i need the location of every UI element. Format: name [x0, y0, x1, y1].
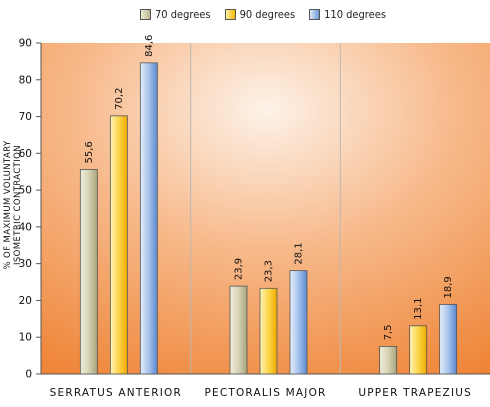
- y-tick-label: 0: [25, 369, 32, 381]
- y-tick-label: 80: [19, 74, 32, 86]
- data-label: 13,1: [413, 298, 424, 320]
- bar: [229, 285, 248, 375]
- y-tick-label: 20: [19, 295, 32, 307]
- legend-item-90: 90 degrees: [224, 8, 296, 21]
- y-tick-label: 10: [19, 332, 32, 344]
- bar: [139, 62, 158, 375]
- x-tick-label: UPPER TRAPEZIUS: [358, 387, 472, 399]
- y-tick-label: 40: [19, 221, 32, 233]
- data-label: 7,5: [383, 325, 394, 341]
- bar: [259, 287, 278, 375]
- y-tick-label: 50: [19, 185, 32, 197]
- x-tick-label: SERRATUS ANTERIOR: [50, 387, 182, 399]
- legend-swatch-70: [140, 9, 151, 20]
- data-label: 18,9: [443, 276, 454, 298]
- bar: [379, 346, 398, 375]
- legend-label-110: 110 degrees: [324, 8, 386, 21]
- data-label: 55,6: [84, 141, 95, 163]
- bar: [109, 115, 128, 375]
- legend-item-110: 110 degrees: [309, 8, 386, 21]
- data-label: 23,9: [234, 258, 245, 280]
- legend-label-70: 70 degrees: [155, 8, 211, 21]
- bar: [409, 325, 428, 375]
- legend-swatch-110: [309, 9, 321, 20]
- y-tick-label: 30: [19, 258, 32, 270]
- y-tick-label: 60: [19, 148, 32, 160]
- data-label: 28,1: [294, 242, 305, 264]
- y-tick-label: 90: [19, 38, 32, 50]
- bar: [439, 304, 458, 375]
- legend-item-70: 70 degrees: [140, 8, 211, 21]
- legend-label-90: 90 degrees: [239, 8, 296, 21]
- data-label: 84,6: [144, 35, 155, 57]
- data-label: 23,3: [264, 260, 275, 282]
- y-tick-label: 70: [19, 111, 32, 123]
- x-tick-label: PECTORALIS MAJOR: [204, 387, 326, 399]
- bar: [79, 169, 98, 375]
- bar: [289, 270, 308, 375]
- legend-swatch-90: [224, 9, 236, 20]
- legend: 70 degrees 90 degrees 110 degrees: [140, 8, 386, 21]
- data-label: 70,2: [114, 88, 125, 110]
